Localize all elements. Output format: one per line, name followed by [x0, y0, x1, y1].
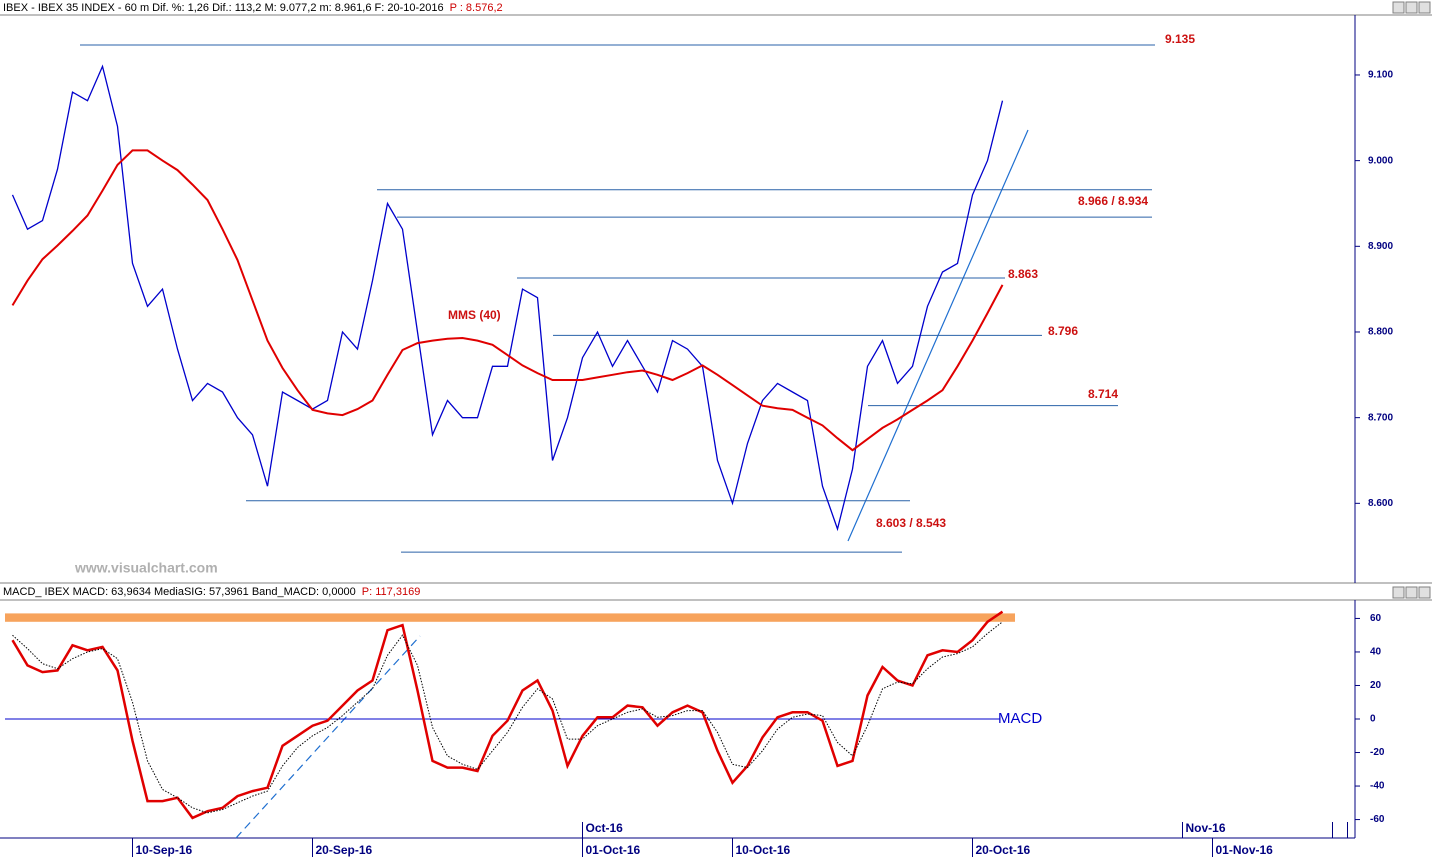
trend-line [235, 635, 421, 839]
window-buttons[interactable] [1392, 1, 1431, 599]
x-tick-label: 01-Oct-16 [586, 843, 641, 857]
series-line [11, 64, 1004, 532]
month-label: Nov-16 [1186, 821, 1226, 835]
y-tick-label: 9.000 [1368, 155, 1393, 166]
series-line [11, 610, 1004, 820]
x-tick-label: 10-Sep-16 [136, 843, 193, 857]
button[interactable] [1405, 586, 1418, 599]
series-line [11, 149, 1004, 452]
y-tick-label: 8.800 [1368, 327, 1393, 338]
level-label: 8.863 [1008, 267, 1038, 281]
y-tick-label: -60 [1370, 814, 1385, 825]
y-tick-label: -20 [1370, 747, 1385, 758]
button[interactable] [1418, 586, 1431, 599]
x-tick-label: 10-Oct-16 [736, 843, 791, 857]
y-tick-label: 9.100 [1368, 70, 1393, 81]
y-tick-label: 8.700 [1368, 412, 1393, 423]
macd-last: P: 117,3169 [362, 586, 421, 598]
watermark: www.visualchart.com [74, 560, 218, 576]
series-line [12, 621, 1003, 814]
macd-band [5, 613, 1015, 622]
button[interactable] [1405, 1, 1418, 14]
button[interactable] [1418, 1, 1431, 14]
macd-header: MACD_ IBEX MACD: 63,9634 MediaSIG: 57,39… [3, 586, 420, 598]
x-tick-label: 20-Sep-16 [316, 843, 373, 857]
y-tick-label: -40 [1370, 781, 1385, 792]
header-last: P : 8.576,2 [450, 2, 503, 14]
button[interactable] [1392, 586, 1405, 599]
level-label: 9.135 [1165, 32, 1195, 46]
button[interactable] [1392, 1, 1405, 14]
level-label: 8.796 [1048, 324, 1078, 338]
y-tick-label: 8.900 [1368, 241, 1393, 252]
y-tick-label: 20 [1370, 680, 1382, 691]
header: IBEX - IBEX 35 INDEX - 60 m Dif. %: 1,26… [3, 2, 503, 14]
y-tick-label: 0 [1370, 714, 1376, 725]
header-text: IBEX - IBEX 35 INDEX - 60 m Dif. %: 1,26… [3, 2, 444, 14]
reference-label: MACD [998, 710, 1042, 727]
y-tick-label: 60 [1370, 613, 1382, 624]
level-label: 8.966 / 8.934 [1078, 194, 1148, 208]
x-tick-label: 20-Oct-16 [976, 843, 1031, 857]
y-tick-label: 8.600 [1368, 498, 1393, 509]
level-label: 8.714 [1088, 387, 1118, 401]
x-tick-label: 01-Nov-16 [1216, 843, 1274, 857]
level-label: 8.603 / 8.543 [876, 516, 946, 530]
month-label: Oct-16 [586, 821, 624, 835]
ma-label: MMS (40) [448, 308, 501, 322]
y-tick-label: 40 [1370, 647, 1382, 658]
macd-title: MACD_ IBEX MACD: 63,9634 MediaSIG: 57,39… [3, 586, 356, 598]
